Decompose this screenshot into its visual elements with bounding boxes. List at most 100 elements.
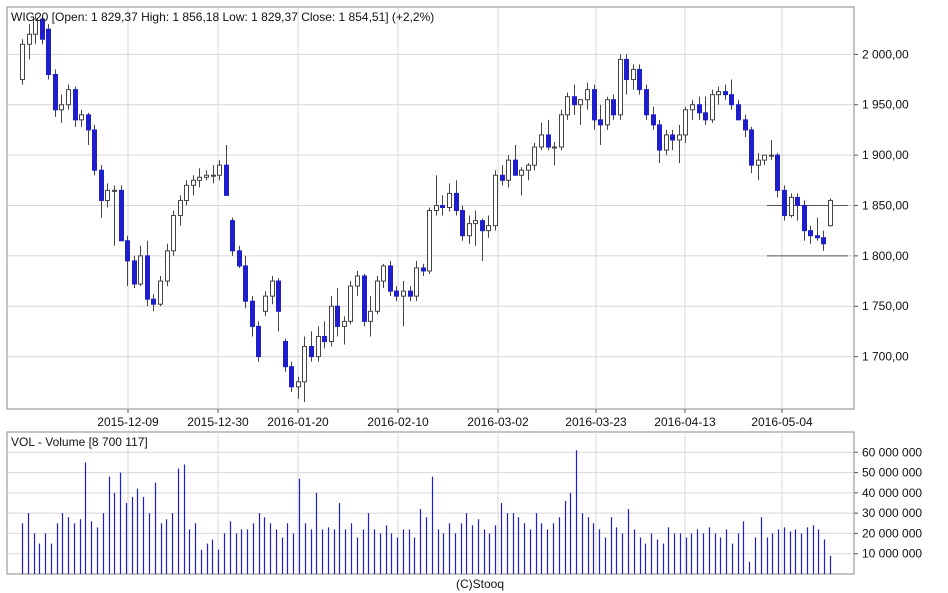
candle-down (598, 119, 603, 126)
candle-up (375, 280, 380, 312)
candle-up (473, 220, 478, 225)
candle-down (729, 94, 734, 106)
date-x-axis: 2015-12-09 2015-12-30 2016-01-20 2016-02-10… (97, 409, 813, 429)
candle-down (362, 275, 367, 322)
candle-down (775, 154, 780, 191)
candle-up (447, 192, 452, 208)
candle-up (769, 154, 774, 157)
candle-up (217, 164, 222, 176)
volume-y-tick-label: 50 000 000 (862, 466, 922, 480)
candle-down (243, 265, 248, 302)
candle-up (138, 255, 143, 285)
candle-up (585, 89, 590, 101)
price-y-tick-label: 1 950,00 (862, 98, 909, 112)
candle-down (132, 260, 137, 285)
candle-up (690, 104, 695, 111)
candle-down (480, 220, 485, 232)
candle-up (532, 146, 537, 166)
candle-up (368, 310, 373, 322)
candle-up (329, 305, 334, 342)
candle-up (506, 159, 511, 181)
candle-down (546, 134, 551, 148)
candle-up (355, 275, 360, 287)
candle-up (467, 223, 472, 237)
candle-down (394, 290, 399, 297)
candle-down (250, 300, 255, 327)
candle-down (309, 346, 314, 358)
candle-down (440, 204, 445, 208)
candle-up (158, 280, 163, 305)
candle-down (624, 58, 629, 81)
candle-down (119, 189, 124, 242)
candle-up (302, 346, 307, 383)
candlestick-series (20, 14, 833, 402)
candle-up (79, 114, 84, 121)
candle-up (414, 267, 419, 297)
candle-up (191, 179, 196, 186)
candle-down (821, 237, 826, 245)
candle-down (289, 366, 294, 388)
candle-down (513, 159, 518, 176)
candle-up (552, 146, 557, 149)
candle-up (618, 58, 623, 116)
price-panel (6, 6, 855, 410)
candle-up (559, 114, 564, 148)
candle-down (500, 174, 505, 181)
price-y-tick-label: 2 000,00 (862, 47, 909, 61)
candle-up (526, 164, 531, 171)
candle-up (677, 134, 682, 141)
price-y-axis: 2 000,00 1 950,00 1 900,00 1 850,00 1 800,00… (854, 47, 909, 364)
candle-up (59, 104, 64, 111)
date-x-tick-label: 2016-05-04 (751, 415, 813, 429)
candle-up (66, 89, 71, 106)
candle-up (539, 134, 544, 148)
candle-up (427, 210, 432, 272)
candle-up (20, 43, 25, 81)
date-x-tick-label: 2016-04-13 (654, 415, 716, 429)
volume-y-tick-label: 60 000 000 (862, 445, 922, 459)
candle-up (348, 285, 353, 322)
candle-down (99, 169, 104, 201)
candle-down (335, 305, 340, 327)
candle-down (644, 89, 649, 116)
date-x-tick-label: 2016-03-23 (565, 415, 627, 429)
volume-panel (6, 431, 855, 575)
candle-down (670, 134, 675, 141)
candle-down (651, 114, 656, 126)
candle-down (460, 210, 465, 237)
candle-up (605, 99, 610, 126)
candle-up (716, 91, 721, 96)
candle-down (256, 325, 261, 358)
volume-y-tick-label: 20 000 000 (862, 526, 922, 540)
candle-up (105, 189, 110, 201)
candle-up (710, 94, 715, 121)
candle-up (165, 250, 170, 282)
volume-bar-series (21, 450, 832, 574)
candle-down (657, 124, 662, 151)
candle-down (86, 114, 91, 131)
volume-y-tick-label: 30 000 000 (862, 506, 922, 520)
candle-down (808, 230, 813, 237)
volume-chart-title: VOL - Volume [8 700 117] (11, 435, 148, 449)
candle-down (795, 196, 800, 206)
candle-down (224, 164, 229, 196)
candle-down (40, 18, 45, 40)
candle-down (388, 265, 393, 292)
candle-up (578, 99, 583, 106)
candle-up (112, 189, 117, 192)
candle-up (270, 280, 275, 297)
price-y-tick-label: 1 750,00 (862, 299, 909, 313)
candle-down (53, 74, 58, 111)
date-x-tick-label: 2015-12-30 (187, 415, 249, 429)
candle-down (736, 104, 741, 121)
price-y-tick-label: 1 700,00 (862, 350, 909, 364)
price-y-tick-label: 1 800,00 (862, 249, 909, 263)
candle-up (631, 68, 636, 81)
footer-credit: (C)Stooq (456, 577, 504, 591)
candle-up (33, 18, 38, 35)
candle-down (125, 240, 130, 262)
candle-up (27, 33, 32, 45)
candle-up (197, 176, 202, 181)
candle-up (519, 169, 524, 176)
